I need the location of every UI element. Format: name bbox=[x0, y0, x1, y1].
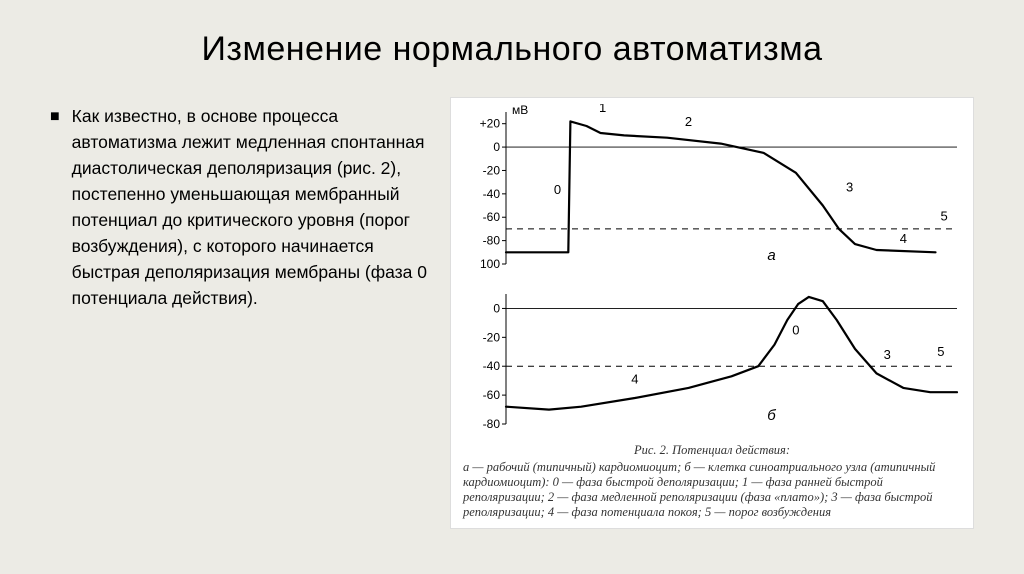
figure-caption: Рис. 2. Потенциал действия: а — рабочий … bbox=[455, 439, 969, 520]
svg-text:а: а bbox=[767, 247, 775, 264]
svg-text:+20: +20 bbox=[480, 117, 501, 131]
svg-text:-80: -80 bbox=[483, 417, 501, 431]
svg-text:0: 0 bbox=[493, 301, 500, 315]
svg-text:-40: -40 bbox=[483, 187, 501, 201]
caption-title: Рис. 2. Потенциал действия: bbox=[463, 443, 961, 458]
svg-text:-80: -80 bbox=[483, 234, 501, 248]
svg-text:5: 5 bbox=[940, 209, 947, 224]
body-paragraph: Как известно, в основе процесса автомати… bbox=[72, 103, 430, 311]
action-potential-chart: мВ +20 0 -20 -40 -60 -80 100 0 1 2 3 4 5 а 0 -20 -40 -60 -8… bbox=[455, 104, 969, 434]
svg-text:2: 2 bbox=[685, 114, 692, 129]
bullet-glyph: ■ bbox=[50, 103, 60, 130]
svg-text:-60: -60 bbox=[483, 210, 501, 224]
svg-text:-60: -60 bbox=[483, 388, 501, 402]
svg-text:-20: -20 bbox=[483, 330, 501, 344]
svg-text:0: 0 bbox=[493, 140, 500, 154]
caption-body: а — рабочий (типичный) кардиомиоцит; б —… bbox=[463, 460, 961, 520]
svg-text:-40: -40 bbox=[483, 359, 501, 373]
svg-text:5: 5 bbox=[937, 344, 944, 359]
content-row: ■ Как известно, в основе процесса автома… bbox=[50, 97, 974, 529]
svg-text:0: 0 bbox=[554, 182, 561, 197]
bullet-item: ■ Как известно, в основе процесса автома… bbox=[50, 103, 430, 311]
svg-text:б: б bbox=[767, 407, 776, 424]
svg-text:4: 4 bbox=[631, 372, 638, 387]
figure-panel: мВ +20 0 -20 -40 -60 -80 100 0 1 2 3 4 5 а 0 -20 -40 -60 -8… bbox=[450, 97, 974, 529]
svg-text:100: 100 bbox=[480, 257, 500, 271]
svg-text:3: 3 bbox=[846, 180, 853, 195]
svg-text:1: 1 bbox=[599, 104, 606, 115]
svg-text:мВ: мВ bbox=[512, 104, 528, 117]
text-column: ■ Как известно, в основе процесса автома… bbox=[50, 97, 430, 529]
svg-text:4: 4 bbox=[900, 231, 907, 246]
svg-text:3: 3 bbox=[884, 347, 891, 362]
svg-text:0: 0 bbox=[792, 322, 799, 337]
svg-text:-20: -20 bbox=[483, 163, 501, 177]
page-title: Изменение нормального автоматизма bbox=[50, 30, 974, 69]
